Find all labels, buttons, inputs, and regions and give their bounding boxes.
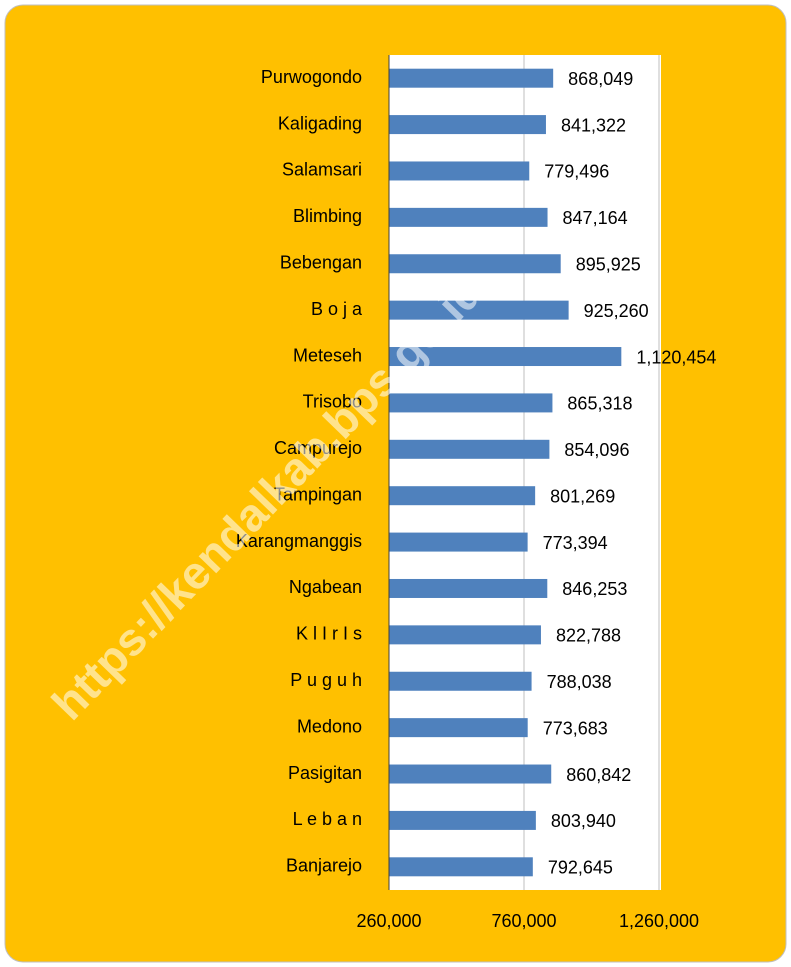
y-tick-label: L e b a n — [293, 809, 362, 829]
labels: 260,000 760,000 1,260,000 Purwogondo 868,049… — [236, 67, 716, 931]
bar — [389, 300, 569, 320]
y-tick-label: Meteseh — [293, 345, 362, 365]
y-tick-label: Kaligading — [278, 113, 362, 133]
bar — [389, 439, 550, 459]
bar — [389, 115, 546, 135]
data-label: 860,842 — [566, 765, 631, 785]
data-label: 895,925 — [576, 255, 641, 275]
y-tick-label: Tampingan — [274, 484, 362, 504]
data-label: 868,049 — [568, 69, 633, 89]
y-tick-label: P u g u h — [290, 670, 362, 690]
data-label: 925,260 — [584, 301, 649, 321]
y-tick-label: Banjarejo — [286, 856, 362, 876]
bar — [389, 393, 553, 413]
plot-area — [389, 55, 661, 890]
y-tick-label: Purwogondo — [261, 67, 362, 87]
y-tick-label: Karangmanggis — [236, 531, 362, 551]
data-label: 773,683 — [543, 718, 608, 738]
y-tick-label: Ngabean — [289, 577, 362, 597]
y-tick-label: Pasigitan — [288, 763, 362, 783]
y-tick-label: Trisobo — [303, 392, 362, 412]
y-tick-label: Bebengan — [280, 253, 362, 273]
bar — [389, 578, 548, 598]
bar — [389, 532, 528, 552]
bars — [389, 68, 622, 877]
y-tick-label: Medono — [297, 716, 362, 736]
data-label: 779,496 — [544, 162, 609, 182]
data-label: 1,120,454 — [636, 347, 716, 367]
x-tick-label: 1,260,000 — [619, 911, 699, 931]
data-label: 847,164 — [563, 208, 628, 228]
bar — [389, 161, 530, 181]
data-label: 846,253 — [562, 579, 627, 599]
bar — [389, 207, 548, 227]
bar — [389, 347, 622, 367]
data-label: 841,322 — [561, 115, 626, 135]
bar — [389, 764, 552, 784]
y-tick-label: Blimbing — [293, 206, 362, 226]
bar — [389, 857, 533, 877]
y-tick-label: K l I r I s — [296, 624, 362, 644]
data-label: 822,788 — [556, 626, 621, 646]
data-label: 792,645 — [548, 858, 613, 878]
y-tick-label: B o j a — [311, 299, 363, 319]
bar — [389, 718, 528, 738]
data-label: 773,394 — [543, 533, 608, 553]
data-label: 803,940 — [551, 811, 616, 831]
bar — [389, 671, 532, 691]
bar — [389, 810, 536, 830]
bar — [389, 486, 536, 506]
y-tick-label: Salamsari — [282, 160, 362, 180]
data-label: 865,318 — [567, 394, 632, 414]
data-label: 801,269 — [550, 486, 615, 506]
data-label: 854,096 — [564, 440, 629, 460]
data-label: 788,038 — [547, 672, 612, 692]
x-tick-label: 760,000 — [491, 911, 556, 931]
bar — [389, 254, 561, 274]
x-tick-label: 260,000 — [356, 911, 421, 931]
y-tick-label: Campurejo — [274, 438, 362, 458]
bar — [389, 625, 541, 645]
bar — [389, 68, 554, 88]
